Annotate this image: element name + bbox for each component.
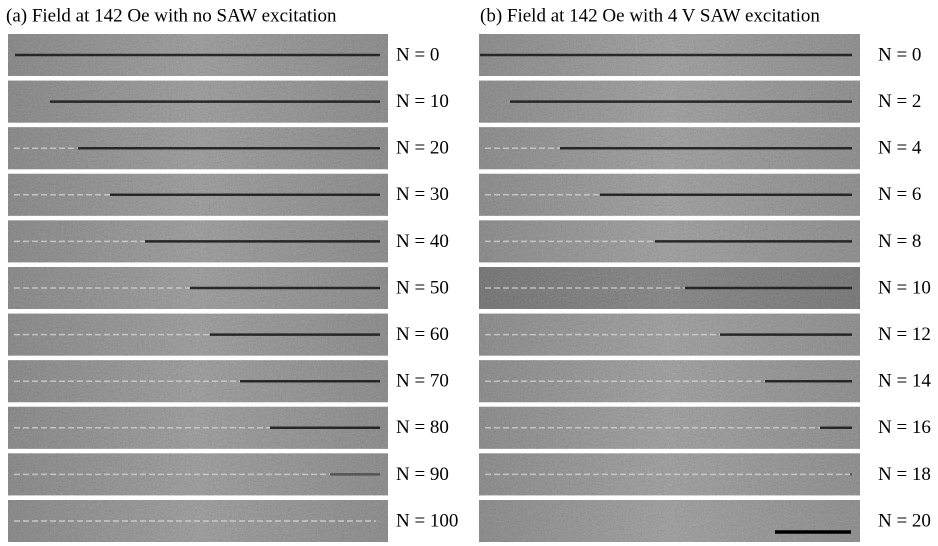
row-label: N = 12 <box>878 324 931 345</box>
row-label: N = 6 <box>878 184 921 205</box>
row-label: N = 10 <box>396 91 449 112</box>
row-label: N = 80 <box>396 417 449 438</box>
row-label: N = 20 <box>396 138 449 159</box>
image-shade <box>479 500 860 542</box>
row-label: N = 60 <box>396 324 449 345</box>
row-label: N = 70 <box>396 371 449 392</box>
row-label: N = 10 <box>878 277 931 298</box>
row-label: N = 100 <box>396 510 458 531</box>
row-label: N = 4 <box>878 138 922 159</box>
row-label: N = 0 <box>878 44 921 65</box>
row-label: N = 0 <box>396 44 439 65</box>
row-label: N = 90 <box>396 464 449 485</box>
row-label: N = 8 <box>878 231 921 252</box>
row-label: N = 14 <box>878 371 931 392</box>
panel-title: (a) Field at 142 Oe with no SAW excitati… <box>6 5 337 26</box>
row-label: N = 40 <box>396 231 449 252</box>
row-label: N = 18 <box>878 464 931 485</box>
row-label: N = 2 <box>878 91 921 112</box>
row-label: N = 30 <box>396 184 449 205</box>
row-label: N = 16 <box>878 417 931 438</box>
row-label: N = 20 <box>878 510 931 531</box>
panel-title: (b) Field at 142 Oe with 4 V SAW excitat… <box>480 5 820 26</box>
row-label: N = 50 <box>396 277 449 298</box>
